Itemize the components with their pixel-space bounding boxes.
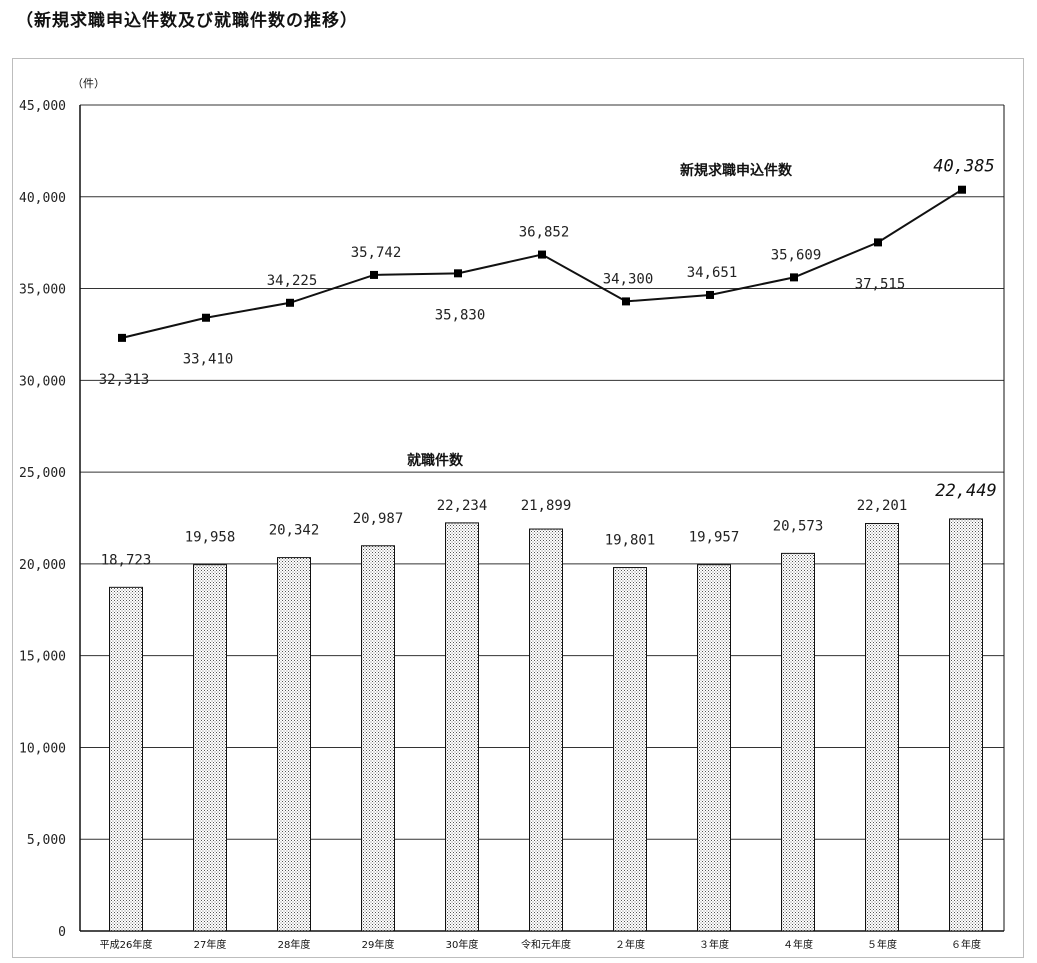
line-data-label: 37,515: [855, 276, 906, 292]
line-point: [202, 313, 210, 322]
page-title: （新規求職申込件数及び就職件数の推移）: [16, 11, 358, 31]
line-data-label: 34,651: [687, 265, 738, 281]
line-data-label: 35,742: [351, 245, 402, 261]
bar-data-label: 19,958: [185, 530, 236, 546]
y-tick-label: 45,000: [19, 99, 66, 114]
y-tick-label: 20,000: [19, 558, 66, 573]
bar-data-label: 20,573: [773, 518, 824, 534]
y-tick-label: 40,000: [19, 191, 66, 206]
bar: [613, 567, 647, 932]
series-label-bar: 就職件数: [407, 452, 464, 469]
bar-data-label: 18,723: [101, 552, 152, 568]
bar: [949, 518, 983, 932]
x-tick-label: ５年度: [867, 938, 897, 951]
bar-data-label: 19,957: [689, 530, 740, 546]
line-data-label: 35,609: [771, 247, 822, 263]
x-tick-label: 27年度: [194, 938, 227, 951]
bar-data-label: 22,449: [935, 481, 996, 501]
y-unit-label: （件）: [72, 77, 105, 90]
line-point: [538, 250, 546, 259]
line-point: [790, 273, 798, 282]
bar: [109, 586, 143, 932]
x-tick-label: 令和元年度: [521, 938, 571, 951]
bar: [277, 557, 311, 932]
line-point: [370, 270, 378, 279]
bar-data-label: 19,801: [605, 533, 656, 549]
x-tick-label: ３年度: [699, 938, 729, 951]
line-data-label: 32,313: [99, 372, 150, 388]
line-series: [121, 188, 963, 339]
line-data-label: 33,410: [183, 352, 234, 368]
x-tick-label: 30年度: [446, 938, 479, 951]
x-tick-label: ２年度: [615, 938, 645, 951]
x-tick-label: ６年度: [951, 938, 981, 951]
bar: [865, 522, 899, 932]
line-point: [958, 185, 966, 194]
bar: [781, 552, 815, 932]
line-data-label: 36,852: [519, 225, 570, 241]
line-point: [622, 297, 630, 306]
series-label-line: 新規求職申込件数: [680, 162, 793, 179]
line-point: [454, 269, 462, 278]
y-tick-label: 10,000: [19, 741, 66, 756]
bar: [529, 528, 563, 932]
line-data-label: 35,830: [435, 307, 486, 323]
line-point: [874, 238, 882, 247]
line-point: [706, 290, 714, 299]
y-tick-label: 0: [58, 925, 66, 940]
bar: [361, 545, 395, 932]
line-point: [118, 333, 126, 342]
x-tick-label: 平成26年度: [100, 938, 153, 951]
x-tick-label: 29年度: [362, 938, 395, 951]
y-tick-label: 25,000: [19, 466, 66, 481]
y-tick-label: 35,000: [19, 283, 66, 298]
bar-data-label: 22,234: [437, 498, 488, 514]
chart-frame: [12, 58, 1024, 958]
bar-data-label: 20,342: [269, 523, 320, 539]
line-data-label: 40,385: [933, 157, 994, 177]
bar: [193, 564, 227, 932]
bar-data-label: 21,899: [521, 498, 572, 514]
line-data-label: 34,225: [267, 273, 318, 289]
bar-data-label: 22,201: [857, 498, 908, 514]
line-data-label: 34,300: [603, 271, 654, 287]
y-tick-label: 30,000: [19, 374, 66, 389]
bar-data-label: 20,987: [353, 511, 404, 527]
x-tick-label: ４年度: [783, 938, 813, 951]
x-tick-label: 28年度: [278, 938, 311, 951]
line-point: [286, 298, 294, 307]
bar: [697, 564, 731, 932]
bar: [445, 522, 479, 932]
y-tick-label: 5,000: [27, 833, 66, 848]
y-tick-label: 15,000: [19, 650, 66, 665]
